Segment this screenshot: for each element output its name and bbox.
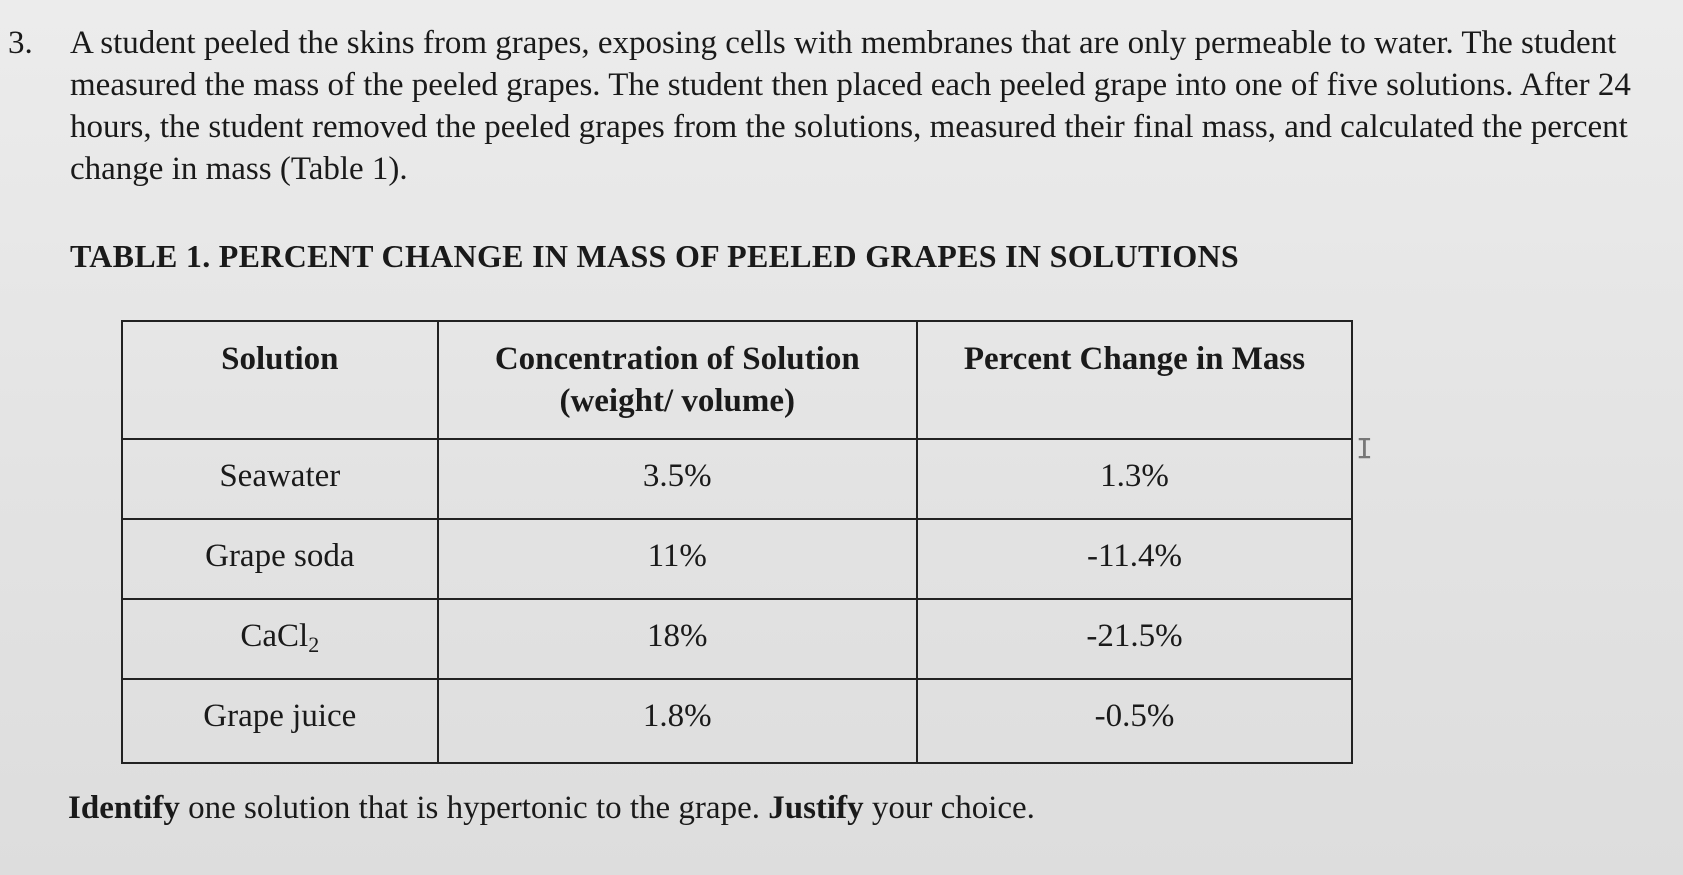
cell-percent-change: -21.5% xyxy=(915,598,1354,680)
cacl-formula: CaCl xyxy=(240,618,309,654)
prompt-middle: one solution that is hypertonic to the g… xyxy=(179,790,769,826)
table-header-row: Solution Concentration of Solution (weig… xyxy=(121,320,1354,440)
cell-percent-change: 1.3% xyxy=(915,438,1354,520)
cell-concentration: 1.8% xyxy=(436,678,918,764)
question-text: A student peeled the skins from grapes, … xyxy=(70,25,1631,187)
cell-solution: Grape juice xyxy=(121,678,439,764)
cell-solution: CaCl2 xyxy=(121,598,439,680)
table-row: Grape juice 1.8% -0.5% xyxy=(121,678,1354,764)
table-title: TABLE 1. PERCENT CHANGE IN MASS OF PEELE… xyxy=(70,238,1240,274)
header-concentration: Concentration of Solution (weight/ volum… xyxy=(436,320,918,440)
text-cursor-icon: I xyxy=(1356,432,1373,465)
prompt-end: your choice. xyxy=(863,790,1035,826)
table-row: Seawater 3.5% 1.3% xyxy=(121,438,1354,520)
answer-prompt: Identify one solution that is hypertonic… xyxy=(68,790,1035,827)
cell-solution: Seawater xyxy=(121,438,439,520)
cacl-subscript: 2 xyxy=(308,632,320,657)
question-number: 3. xyxy=(8,25,33,61)
cell-solution: Grape soda xyxy=(121,518,439,600)
results-table: Solution Concentration of Solution (weig… xyxy=(121,320,1354,764)
cell-concentration: 11% xyxy=(436,518,918,600)
prompt-identify: Identify xyxy=(68,790,180,826)
cell-percent-change: -0.5% xyxy=(915,678,1354,764)
header-solution: Solution xyxy=(121,320,439,440)
cell-concentration: 3.5% xyxy=(436,438,918,520)
cell-concentration: 18% xyxy=(436,598,918,680)
cell-percent-change: -11.4% xyxy=(915,518,1354,600)
prompt-justify: Justify xyxy=(768,790,864,826)
table-row: CaCl2 18% -21.5% xyxy=(121,598,1354,680)
header-percent-change: Percent Change in Mass xyxy=(915,320,1354,440)
table-row: Grape soda 11% -11.4% xyxy=(121,518,1354,600)
